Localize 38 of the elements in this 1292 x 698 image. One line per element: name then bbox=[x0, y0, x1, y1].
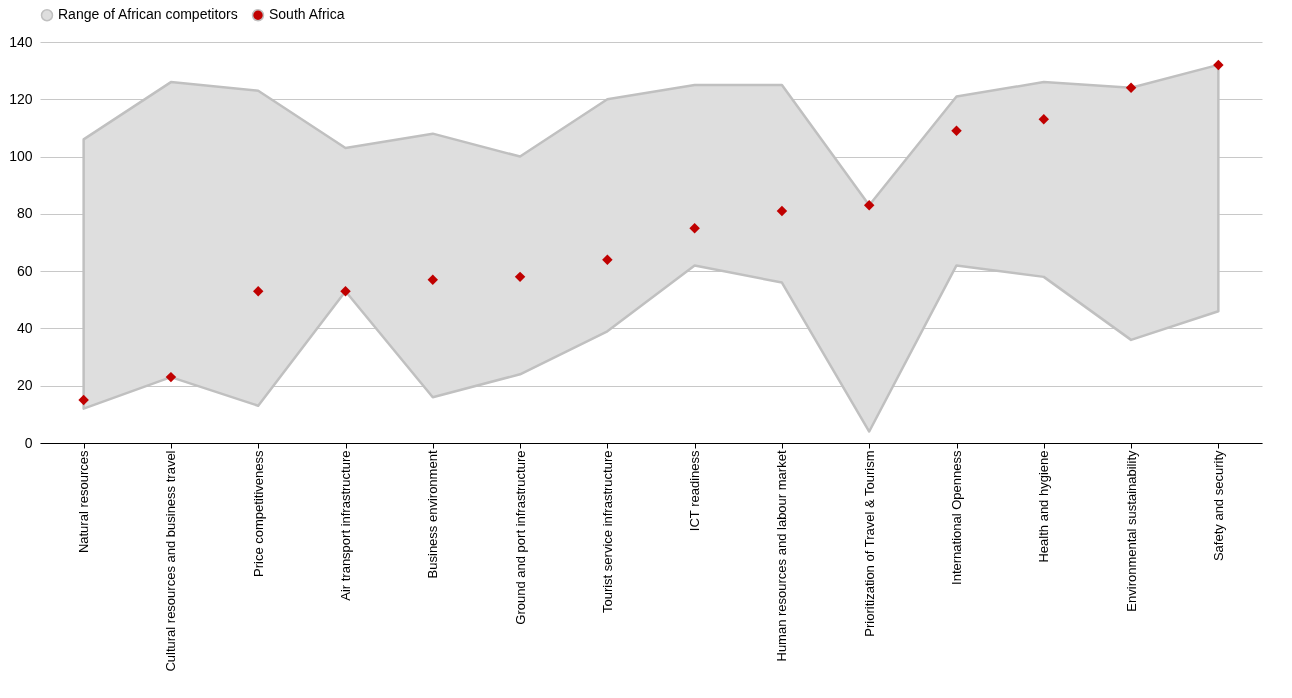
point bbox=[951, 125, 962, 137]
point bbox=[78, 394, 89, 406]
x-tick-label: Human resources and labour market bbox=[774, 450, 790, 662]
point bbox=[689, 222, 700, 234]
point bbox=[1213, 59, 1224, 71]
point bbox=[1038, 114, 1050, 125]
point bbox=[776, 205, 788, 217]
point bbox=[427, 274, 439, 285]
point bbox=[1125, 82, 1137, 94]
x-tick-label: Tourist service infrastructure bbox=[599, 450, 615, 614]
point bbox=[863, 200, 875, 211]
x-tick-label: ICT readiness bbox=[687, 450, 703, 532]
x-tick-label: International Openness bbox=[949, 450, 964, 585]
x-tick-label: Ground and port infrastructure bbox=[512, 450, 528, 625]
point bbox=[252, 285, 264, 297]
legend-label: Range of African competitors bbox=[58, 6, 238, 23]
legend-label: South Africa bbox=[269, 6, 345, 23]
x-tick-label: Environmental sustainability bbox=[1123, 450, 1139, 612]
y-tick-label: 140 bbox=[9, 33, 33, 50]
x-tick-label: Health and hygiene bbox=[1036, 450, 1052, 563]
x-tick-label: Cultural resources and business travel bbox=[163, 450, 179, 672]
point bbox=[165, 371, 177, 383]
y-tick-label: 120 bbox=[9, 90, 33, 107]
x-tick-label: Natural resources bbox=[76, 450, 92, 554]
y-tick-label: 100 bbox=[9, 148, 33, 165]
y-tick-label: 60 bbox=[16, 262, 33, 279]
y-tick-label: 20 bbox=[16, 377, 33, 394]
point bbox=[602, 254, 613, 265]
y-tick-label: 40 bbox=[16, 319, 33, 336]
point bbox=[514, 271, 526, 283]
y-tick-label: 80 bbox=[16, 205, 33, 222]
x-tick-label: Safety and security bbox=[1210, 450, 1226, 562]
x-tick-label: Business environment bbox=[425, 450, 441, 579]
x-tick-label: Air transport infrastructure bbox=[338, 450, 353, 601]
x-tick-label: Prioritization of Travel & Tourism bbox=[861, 450, 877, 637]
y-tick-label: 0 bbox=[24, 434, 33, 451]
x-tick-label: Price competitiveness bbox=[250, 450, 266, 577]
point bbox=[340, 285, 351, 297]
